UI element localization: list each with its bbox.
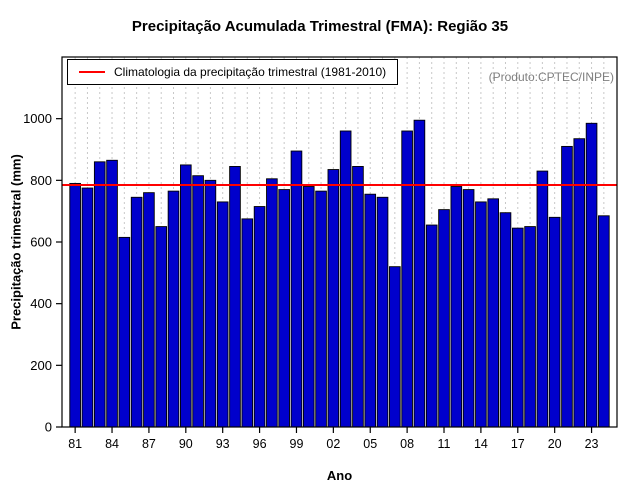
legend-box: Climatologia da precipitação trimestral …	[67, 59, 399, 85]
svg-text:400: 400	[30, 296, 52, 311]
legend-line-swatch	[79, 71, 105, 73]
source-annotation: (Produto:CPTEC/INPE)	[488, 70, 614, 84]
svg-text:600: 600	[30, 235, 52, 250]
svg-text:800: 800	[30, 173, 52, 188]
svg-text:11: 11	[438, 437, 451, 451]
svg-text:17: 17	[511, 437, 525, 451]
svg-text:14: 14	[474, 437, 488, 451]
legend-label: Climatologia da precipitação trimestral …	[114, 65, 387, 79]
svg-text:81: 81	[68, 437, 82, 451]
svg-text:20: 20	[548, 437, 562, 451]
svg-text:05: 05	[363, 437, 377, 451]
chart-title: Precipitação Acumulada Trimestral (FMA):…	[131, 18, 509, 35]
svg-text:96: 96	[253, 437, 267, 451]
svg-text:200: 200	[30, 358, 52, 373]
svg-text:84: 84	[105, 437, 119, 451]
svg-text:23: 23	[585, 437, 599, 451]
svg-text:87: 87	[142, 437, 156, 451]
svg-text:93: 93	[216, 437, 230, 451]
x-axis-label: Ano	[326, 468, 353, 483]
svg-text:0: 0	[45, 420, 52, 435]
svg-text:99: 99	[290, 437, 304, 451]
svg-text:08: 08	[400, 437, 414, 451]
svg-text:1000: 1000	[23, 111, 52, 126]
svg-text:02: 02	[326, 437, 340, 451]
svg-text:90: 90	[179, 437, 193, 451]
